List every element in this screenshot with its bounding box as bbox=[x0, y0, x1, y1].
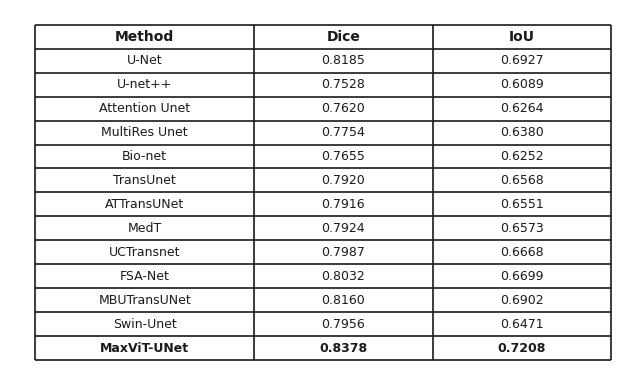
Text: Method: Method bbox=[115, 30, 174, 44]
Text: Dice: Dice bbox=[326, 30, 360, 44]
Text: Swin-Unet: Swin-Unet bbox=[113, 318, 177, 331]
Text: MedT: MedT bbox=[127, 222, 162, 235]
Text: 0.7987: 0.7987 bbox=[321, 246, 365, 259]
Text: 0.6568: 0.6568 bbox=[500, 174, 544, 187]
Text: 0.7620: 0.7620 bbox=[321, 102, 365, 115]
Text: MBUTransUNet: MBUTransUNet bbox=[99, 294, 191, 307]
Text: 0.6089: 0.6089 bbox=[500, 78, 544, 91]
Text: 0.8185: 0.8185 bbox=[321, 54, 365, 67]
Text: MultiRes Unet: MultiRes Unet bbox=[101, 126, 188, 139]
Text: MaxViT-UNet: MaxViT-UNet bbox=[100, 342, 189, 355]
Text: U-net++: U-net++ bbox=[117, 78, 172, 91]
Text: 0.7528: 0.7528 bbox=[321, 78, 365, 91]
Text: 0.7655: 0.7655 bbox=[321, 150, 365, 163]
Text: 0.8160: 0.8160 bbox=[321, 294, 365, 307]
Text: 0.7916: 0.7916 bbox=[321, 198, 365, 211]
Text: 0.6264: 0.6264 bbox=[500, 102, 543, 115]
Text: 0.7956: 0.7956 bbox=[321, 318, 365, 331]
Text: 0.6252: 0.6252 bbox=[500, 150, 544, 163]
Text: 0.6573: 0.6573 bbox=[500, 222, 544, 235]
Text: 0.6471: 0.6471 bbox=[500, 318, 544, 331]
Text: Bio-net: Bio-net bbox=[122, 150, 167, 163]
Text: 0.7920: 0.7920 bbox=[321, 174, 365, 187]
Text: 0.8378: 0.8378 bbox=[319, 342, 367, 355]
Text: 0.6699: 0.6699 bbox=[500, 270, 543, 283]
Text: ATTransUNet: ATTransUNet bbox=[105, 198, 184, 211]
Text: FSA-Net: FSA-Net bbox=[120, 270, 170, 283]
Text: IoU: IoU bbox=[509, 30, 535, 44]
Text: UCTransnet: UCTransnet bbox=[109, 246, 180, 259]
Text: Attention Unet: Attention Unet bbox=[99, 102, 190, 115]
Text: 0.6902: 0.6902 bbox=[500, 294, 544, 307]
Text: TransUnet: TransUnet bbox=[113, 174, 176, 187]
Text: 0.7208: 0.7208 bbox=[498, 342, 546, 355]
Text: 0.6668: 0.6668 bbox=[500, 246, 544, 259]
Text: 0.8032: 0.8032 bbox=[321, 270, 365, 283]
Text: 0.6927: 0.6927 bbox=[500, 54, 544, 67]
Text: 0.6551: 0.6551 bbox=[500, 198, 544, 211]
Text: 0.6380: 0.6380 bbox=[500, 126, 544, 139]
Text: 0.7924: 0.7924 bbox=[321, 222, 365, 235]
Text: U-Net: U-Net bbox=[127, 54, 163, 67]
Text: 0.7754: 0.7754 bbox=[321, 126, 365, 139]
